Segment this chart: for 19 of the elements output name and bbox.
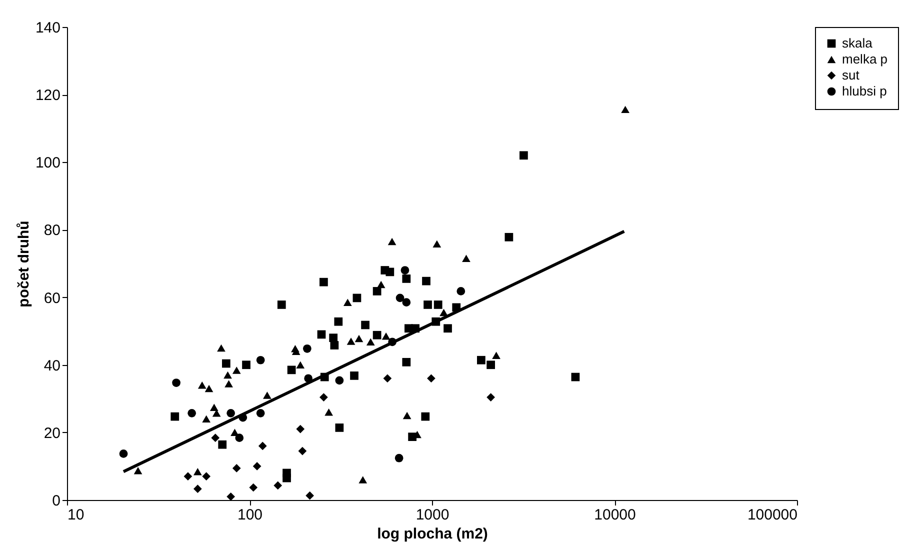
x-tick-label: 1000 — [416, 506, 450, 524]
x-tick-label: 100 — [237, 506, 263, 524]
x-tick-label: 10000 — [594, 506, 636, 524]
y-tick-label: 20 — [44, 424, 60, 442]
y-tick-label: 100 — [35, 154, 60, 172]
y-tick-label: 40 — [44, 357, 60, 374]
legend-label: hlubsi p — [842, 84, 887, 98]
y-tick-label: 80 — [44, 222, 60, 240]
y-tick-label: 60 — [44, 290, 60, 307]
y-axis-title: počet druhů — [15, 220, 32, 308]
legend-label: sut — [842, 68, 860, 82]
y-tick-label: 140 — [35, 20, 60, 36]
legend-label: skala — [842, 36, 874, 50]
y-tick-label: 0 — [52, 492, 60, 510]
legend-label: melka p — [842, 52, 888, 66]
y-tick-label: 120 — [35, 87, 60, 104]
x-tick-label: 10 — [68, 506, 84, 524]
x-tick-label: 100000 — [747, 506, 798, 524]
x-axis-title: log plocha (m2) — [377, 526, 488, 542]
